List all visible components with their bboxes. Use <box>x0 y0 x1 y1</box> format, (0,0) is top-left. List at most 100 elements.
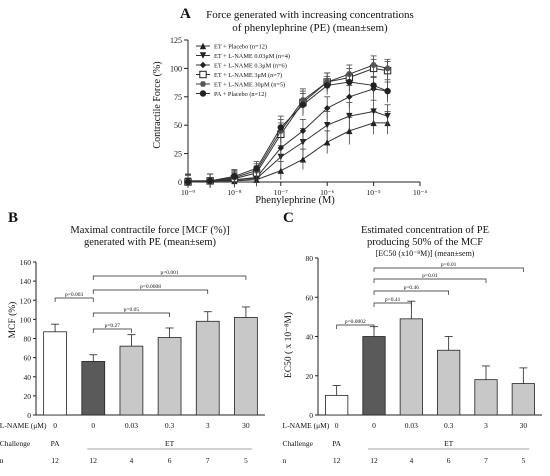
panel-c-y-tick-label: 60 <box>306 293 314 302</box>
panel-a-series-line <box>187 67 388 183</box>
panel-a-point <box>184 178 192 186</box>
panel-b-challenge-pa: PA <box>51 439 60 448</box>
panel-c-ylabel: EC50 ( x 10⁻⁸M) <box>283 312 294 378</box>
panel-b-bar <box>81 361 106 416</box>
panel-a-title-1: Force generated with increasing concentr… <box>206 9 414 21</box>
panel-a-point <box>370 62 377 68</box>
panel-b-bar <box>195 320 220 416</box>
panel-b-y-tick-label: 100 <box>20 315 32 324</box>
panel-c-lname-value: 0 <box>335 421 339 430</box>
panel-b-y-tick-label: 60 <box>24 354 32 363</box>
panel-a-legend-marker <box>199 61 207 69</box>
panel-c-title-3: [EC50 (x10⁻⁸M)] (mean±sem) <box>376 249 475 258</box>
panel-b-bar <box>234 317 258 416</box>
panel-c-challenge-et: ET <box>444 439 454 448</box>
panel-b-comparison-bracket <box>92 275 247 280</box>
panel-c-bar <box>511 383 535 416</box>
panel-a-point <box>324 82 331 89</box>
panel-a-series-line <box>187 88 388 183</box>
panel-b-n-value: 7 <box>206 456 210 465</box>
panel-c-p-value: p=0.41 <box>385 297 401 303</box>
panel-c-lname-value: 30 <box>520 421 528 430</box>
panel-a-point <box>277 167 284 174</box>
panel-b-y-tick-label: 120 <box>20 296 32 305</box>
panel-c-p-value: p=0.01 <box>422 273 438 279</box>
panel-b-comparison-bracket <box>92 289 209 294</box>
panel-a-x-tick-label: 10⁻⁸ <box>227 188 241 197</box>
panel-b-p-value: p=0.001 <box>160 270 178 276</box>
panel-b-plot: 0 20 40 60 80 100 120 140 160 p=0.003 p=0.27 p=0.05… <box>20 258 265 420</box>
panel-a-point <box>277 124 284 131</box>
panel-b-bar <box>43 331 67 416</box>
panel-a-point <box>299 127 307 135</box>
panel-c-y-tick-label: 20 <box>306 372 314 381</box>
panel-b-lname-value: 0 <box>91 421 95 430</box>
panel-b-row-label: n <box>0 456 4 465</box>
panel-c-row-label: Challenge <box>283 439 314 448</box>
panel-b-comparison-bracket <box>92 312 170 317</box>
panel-a-legend-label: ET + L-NAME 0.03μM (n=4) <box>214 53 290 60</box>
panel-b-lname-value: 0.3 <box>165 421 175 430</box>
panel-c-n-value: 12 <box>333 456 341 465</box>
panel-a-point <box>384 65 391 72</box>
panel-a-series-line <box>188 122 388 182</box>
panel-b-challenge-et: ET <box>165 439 175 448</box>
panel-c-row-label: L-NAME (μM) <box>283 421 330 430</box>
panel-a-y-tick-label: 75 <box>174 93 182 102</box>
panel-c-title-2: producing 50% of the MCF <box>367 237 483 248</box>
panel-c-comparison-bracket <box>336 324 375 329</box>
panel-a-series <box>184 111 391 188</box>
panel-b-table: L-NAME (μM) Challenge n 0 0 0.03 0.3 3 30 PA ET 12 1… <box>0 421 252 465</box>
panel-b-lname-value: 3 <box>206 421 210 430</box>
panel-a-y-tick-label: 50 <box>174 121 182 130</box>
panel-a-letter: A <box>180 6 191 22</box>
panel-a-legend-marker <box>199 52 207 59</box>
panel-b-letter: B <box>8 210 18 226</box>
panel-a-title-2: of phenylephrine (PE) (mean±sem) <box>232 22 388 34</box>
panel-c-y-tick-label: 0 <box>309 411 313 420</box>
panel-c-p-value: p=0.0002 <box>345 319 366 325</box>
panel-b-lname-value: 30 <box>242 421 250 430</box>
panel-a-ylabel: Contractile Force (%) <box>152 61 163 148</box>
panel-a-point <box>346 93 353 100</box>
panel-a-point <box>324 104 331 112</box>
panel-b-lname-value: 0.03 <box>125 421 138 430</box>
panel-b-lname-value: 0 <box>53 421 57 430</box>
panel-a-x-tick-label: 10⁻⁹ <box>181 188 195 197</box>
panel-a-legend-label: ET + L-NAME 0.3μM (n=6) <box>214 63 287 70</box>
panel-a-point <box>370 108 377 115</box>
panel-b-ylabel: MCF (%) <box>7 302 18 339</box>
panel-c-bar <box>325 394 349 416</box>
panel-a-legend-marker <box>199 90 207 97</box>
panel-c-p-value: p=0.46 <box>404 285 420 291</box>
panel-a-plot: 0 25 50 75 100 125 10⁻⁹ 10⁻⁸ 10⁻⁷ 10⁻⁶ 10⁻⁵ 10⁻⁴ ET … <box>170 36 427 197</box>
panel-c-letter: C <box>283 210 294 226</box>
panel-c-bar <box>399 318 423 416</box>
panel-a-point <box>231 173 238 180</box>
panel-a-point <box>206 177 214 185</box>
panel-a-legend-marker <box>199 70 207 79</box>
panel-c-lname-value: 0.3 <box>444 421 454 430</box>
panel-b-n-value: 6 <box>168 456 172 465</box>
panel-c-comparison-bracket <box>373 267 524 272</box>
panel-a-y-tick-label: 0 <box>178 178 182 187</box>
panel-a-legend-label: ET + L-NAME 3μM (n=7) <box>214 72 282 79</box>
panel-c-lname-value: 0 <box>372 421 376 430</box>
panel-a-legend-label: PA + Placebo (n=12) <box>214 91 267 98</box>
panel-b-n-value: 4 <box>130 456 134 465</box>
panel-a-point <box>299 156 307 163</box>
panel-a-x-tick-label: 10⁻⁵ <box>367 188 381 197</box>
panel-a-y-tick-label: 100 <box>170 64 182 73</box>
panel-b-comparison-bracket <box>92 328 132 333</box>
panel-a-point <box>346 127 353 135</box>
panel-c-n-value: 6 <box>447 456 451 465</box>
panel-c-bar <box>437 349 461 416</box>
panel-c-n-value: 7 <box>484 456 488 465</box>
panel-c-comparison-bracket <box>373 290 450 295</box>
panel-a-x-tick-label: 10⁻⁶ <box>320 188 334 197</box>
panel-c-y-tick-label: 40 <box>306 333 314 342</box>
panel-a-legend-marker <box>199 81 207 87</box>
panel-a-point <box>384 112 391 120</box>
panel-b-row-label: L-NAME (μM) <box>0 421 47 430</box>
panel-c-lname-value: 0.03 <box>405 421 418 430</box>
